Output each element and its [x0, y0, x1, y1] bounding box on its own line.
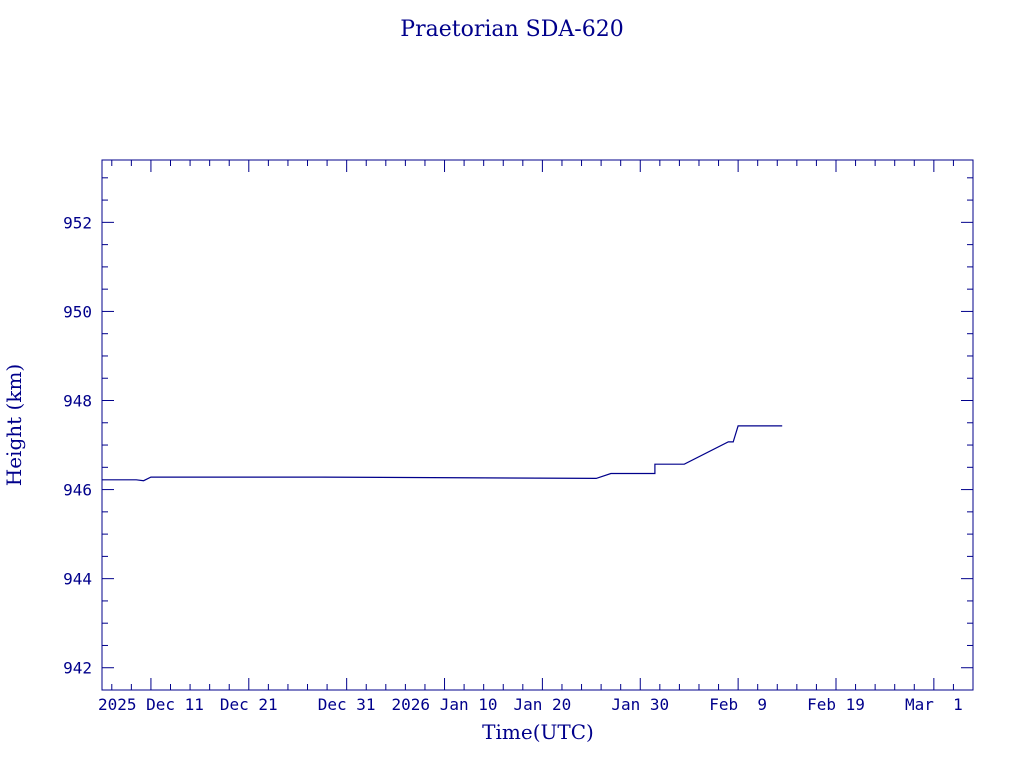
x-tick-label: Feb 19	[807, 695, 865, 714]
y-tick-label: 952	[63, 213, 92, 232]
height-series-line	[102, 425, 783, 482]
x-tick-label: 2026 Jan 10	[392, 695, 498, 714]
chart-title: Praetorian SDA-620	[400, 17, 623, 42]
y-tick-label: 946	[63, 481, 92, 500]
plot-frame	[101, 159, 974, 691]
x-axis-label: Time(UTC)	[482, 720, 594, 744]
series-group	[102, 425, 783, 482]
x-tick-labels: 2025 Dec 11 Dec 21 Dec 31 2026 Jan 10 Jan 20…	[98, 695, 963, 714]
x-tick-label: Dec 31	[318, 695, 376, 714]
y-axis-label: Height (km)	[2, 364, 26, 486]
x-tick-label: Dec 21	[220, 695, 278, 714]
y-tick-labels: 942 944 946 948 950 952	[63, 213, 92, 677]
x-tick-label: Feb 9	[709, 695, 767, 714]
y-tick-label: 942	[63, 659, 92, 678]
x-tick-label: Jan 30	[611, 695, 669, 714]
x-tick-label: Jan 20	[513, 695, 571, 714]
axis-ticks	[102, 160, 974, 691]
y-tick-label: 948	[63, 392, 92, 411]
x-tick-label: Mar 1	[905, 695, 963, 714]
y-tick-label: 944	[63, 570, 92, 589]
y-tick-label: 950	[63, 302, 92, 321]
x-tick-label: 2025 Dec 11	[98, 695, 204, 714]
